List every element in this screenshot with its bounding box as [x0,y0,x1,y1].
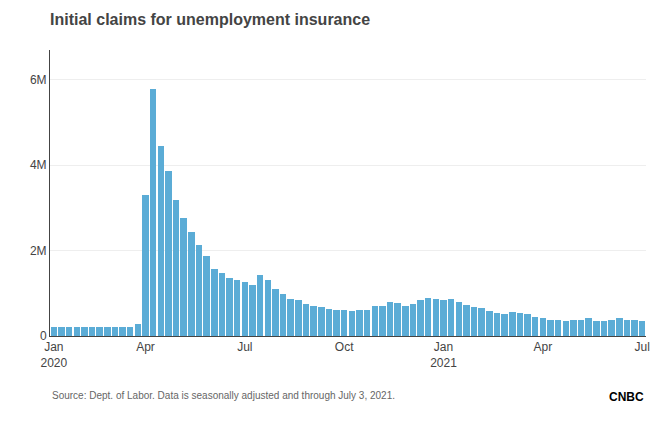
svg-text:4M: 4M [30,158,47,172]
svg-text:0: 0 [40,329,47,343]
svg-text:2M: 2M [30,244,47,258]
svg-text:Source: Dept. of Labor. Data i: Source: Dept. of Labor. Data is seasonal… [52,390,395,401]
svg-text:Oct: Oct [335,340,354,354]
svg-text:CNBC: CNBC [609,390,644,404]
svg-text:Apr: Apr [136,340,155,354]
svg-text:6M: 6M [30,73,47,87]
svg-text:Jul: Jul [635,340,650,354]
svg-text:Jan2021: Jan2021 [430,340,457,370]
svg-text:Jul: Jul [237,340,252,354]
svg-text:Initial claims for unemploymen: Initial claims for unemployment insuranc… [50,11,370,28]
svg-text:Jan2020: Jan2020 [40,340,67,370]
svg-text:Apr: Apr [534,340,553,354]
